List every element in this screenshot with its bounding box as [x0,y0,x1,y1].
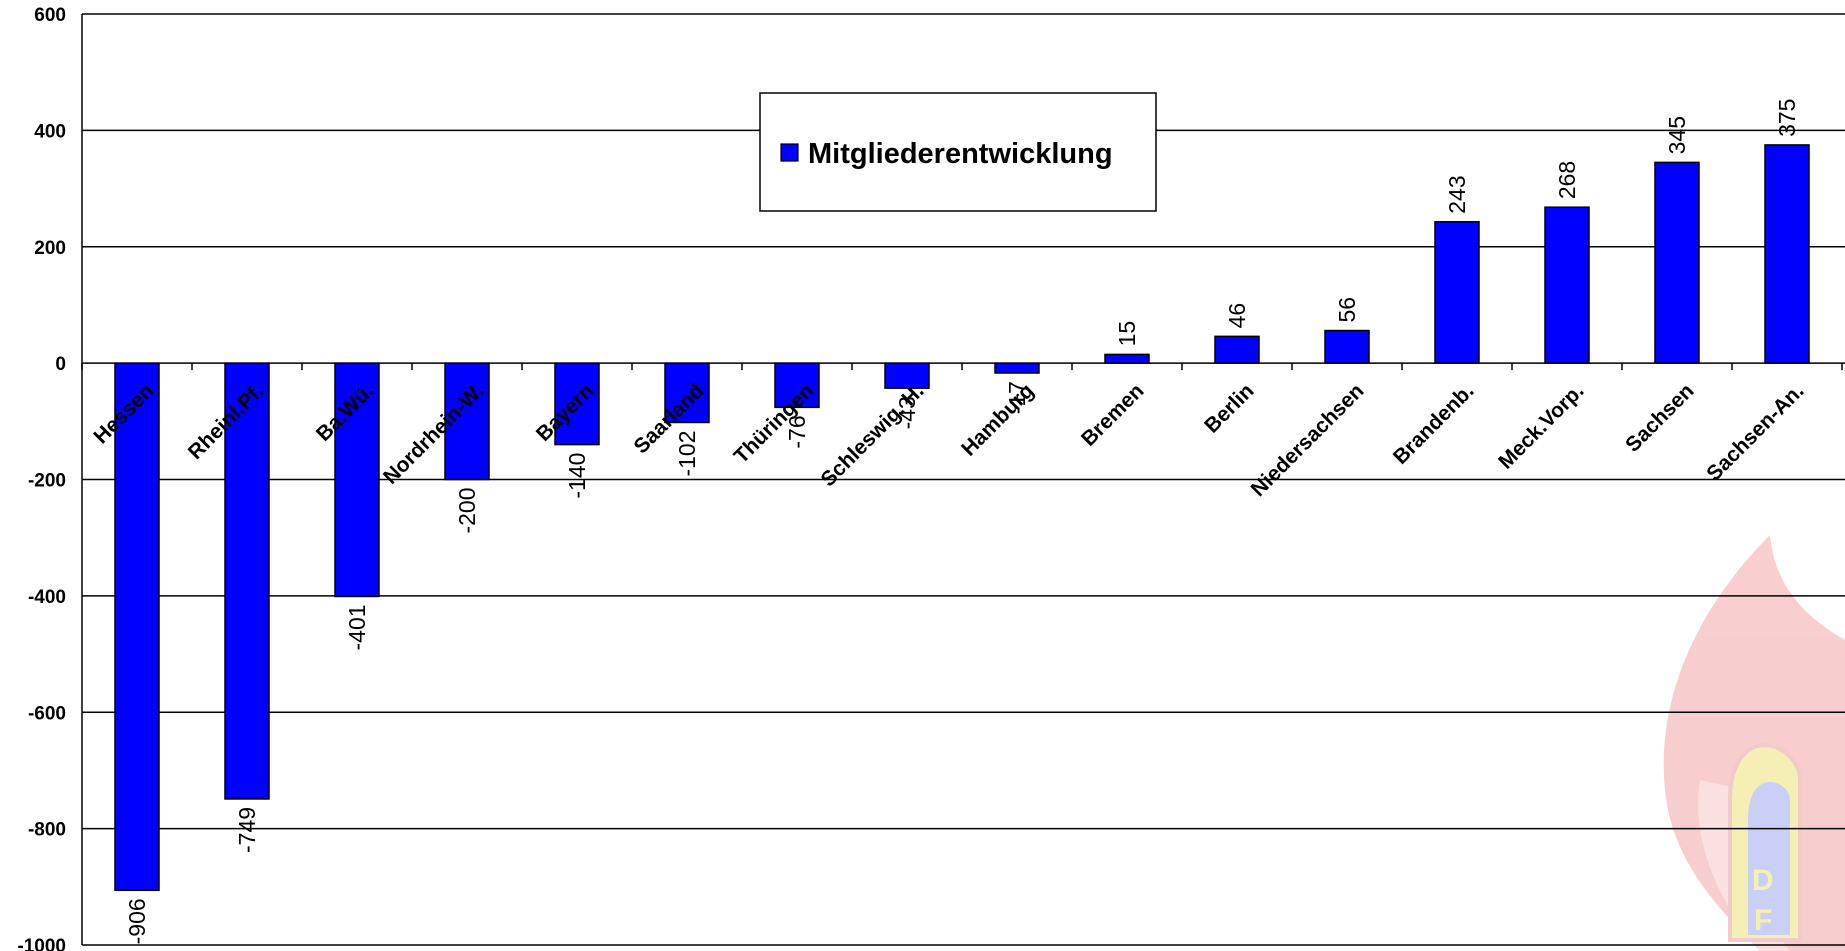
legend-label: Mitgliederentwicklung [808,138,1113,170]
x-tick-label: Sachsen [1621,379,1698,456]
y-tick-label: 0 [55,354,66,375]
y-tick-label: 200 [34,238,66,259]
data-label: -749 [234,807,260,853]
data-label: -401 [344,604,370,650]
bar [1324,329,1370,364]
legend-box [759,92,1157,212]
data-label: -43 [894,396,920,429]
x-tick-label: Meck.Vorp. [1494,379,1588,473]
legend-swatch [780,143,799,162]
data-label: -200 [454,488,480,534]
x-tick-label: Berlin [1200,379,1258,437]
x-tick-label: Sachsen-An. [1702,379,1808,485]
data-label: -906 [124,898,150,944]
x-tick-label: Bremen [1077,379,1149,451]
dfv-logo-watermark: D F [1663,535,1845,951]
bar [774,362,820,409]
x-tick-label: Schleswig. H. [817,379,929,491]
data-label: 15 [1114,321,1140,347]
y-tick-label: -400 [28,587,66,608]
y-tick-label: -1000 [17,936,66,951]
data-label: -17 [1004,381,1030,414]
bar [224,362,270,800]
bar [334,362,380,598]
bar [1544,206,1590,364]
x-tick-label: Niedersachsen [1247,379,1369,501]
bar [1214,335,1260,364]
bar [1764,144,1810,364]
data-label: -102 [674,430,700,476]
data-label: 46 [1224,303,1250,329]
bar [664,362,710,424]
bar [114,362,160,892]
bar [1654,161,1700,364]
data-label: 56 [1334,297,1360,323]
y-tick-label: 400 [34,121,66,142]
svg-text:D: D [1752,864,1774,897]
data-label: 268 [1554,161,1580,199]
bar [554,362,600,446]
y-tick-label: -200 [28,471,66,492]
y-tick-label: -800 [28,820,66,841]
bar [1104,353,1150,364]
data-label: -140 [564,453,590,499]
data-label: -76 [784,415,810,448]
bar [444,362,490,481]
data-label: 243 [1444,175,1470,213]
bar [1434,220,1480,364]
data-label: 345 [1664,116,1690,154]
svg-text:F: F [1754,904,1772,937]
data-label: 375 [1774,99,1800,137]
x-tick-label: Brandenb. [1389,379,1479,469]
y-tick-label: -600 [28,703,66,724]
y-tick-label: 600 [34,5,66,26]
bar [884,362,930,389]
bar [994,362,1040,374]
